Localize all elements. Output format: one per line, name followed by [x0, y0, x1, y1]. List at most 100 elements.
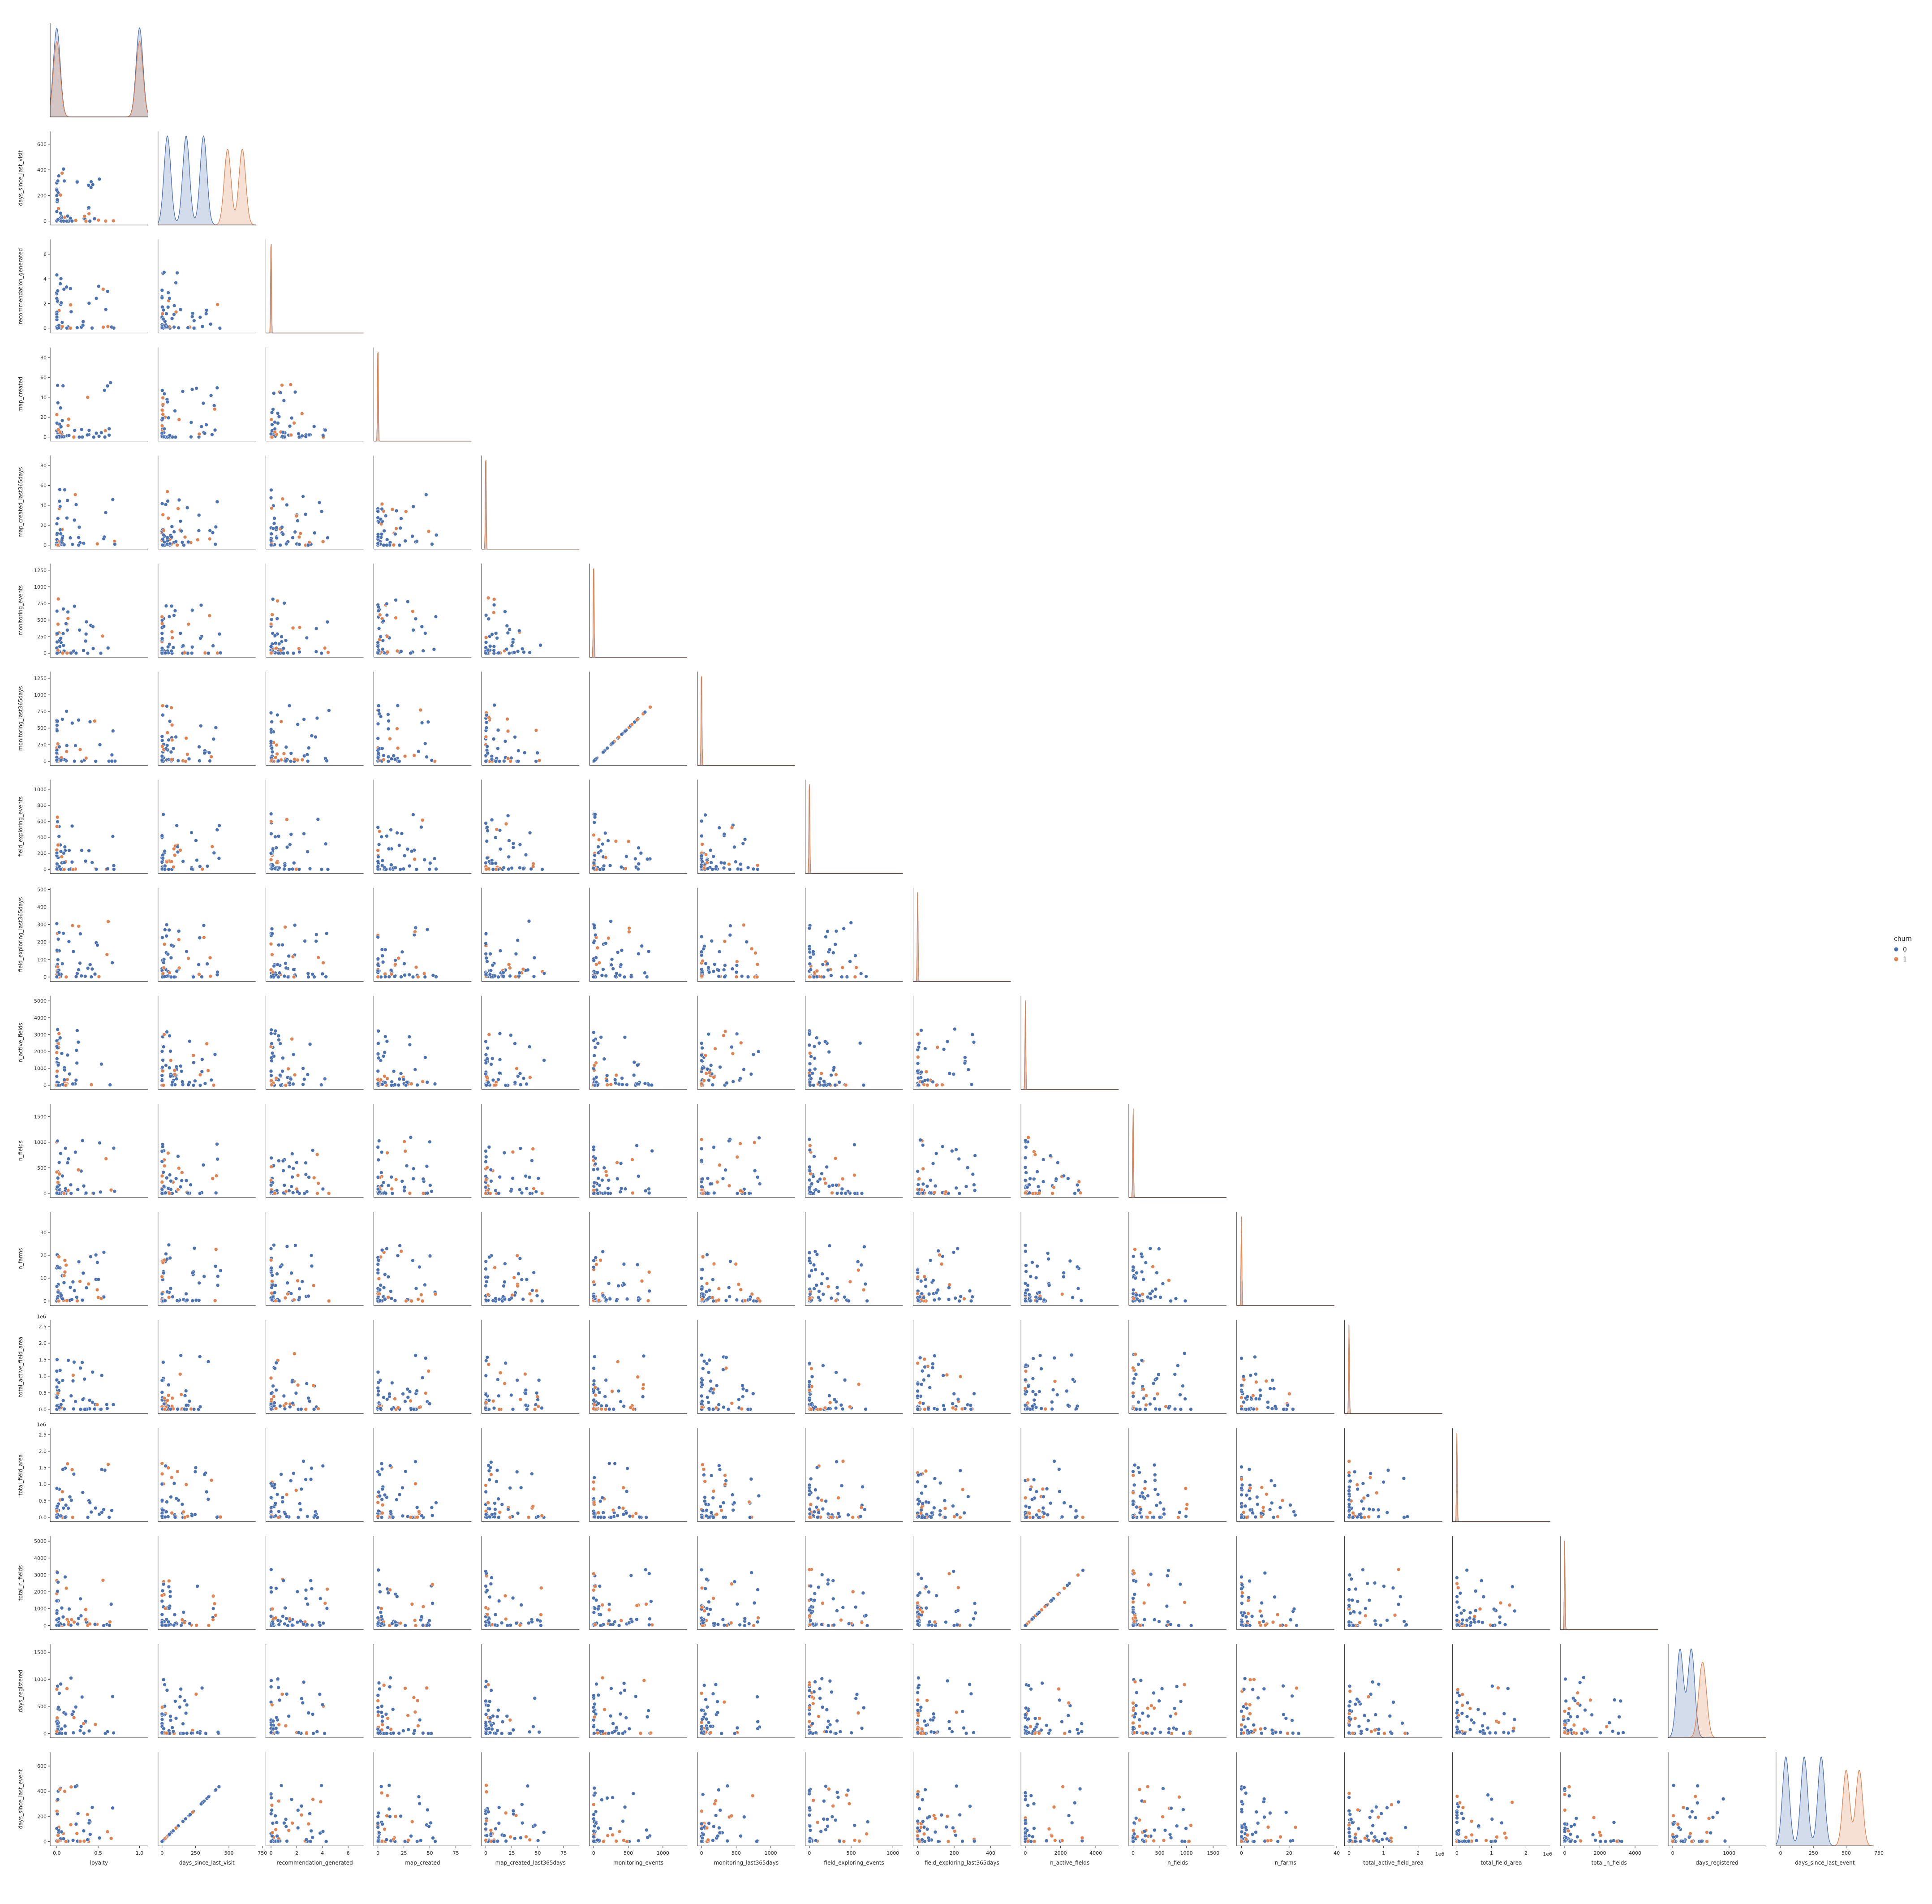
scatter-point [637, 862, 641, 866]
scatter-point [432, 857, 437, 861]
scatter-point [393, 1397, 397, 1401]
scatter-point [484, 646, 488, 650]
scatter-point [77, 543, 81, 547]
scatter-point [99, 1373, 104, 1378]
scatter-point [615, 1177, 620, 1181]
scatter-point [112, 1146, 116, 1150]
scatter-point [808, 1178, 812, 1182]
scatter-point [498, 1371, 503, 1375]
scatter-point [602, 1166, 607, 1170]
scatter-point [377, 829, 382, 834]
scatter-point [925, 1083, 929, 1087]
scatter-point [106, 646, 110, 650]
scatter-point [1068, 1259, 1072, 1263]
scatter-point [401, 1077, 406, 1081]
scatter-point [196, 538, 200, 542]
scatter-point [702, 1078, 706, 1082]
scatter-point [396, 1405, 400, 1410]
scatter-point [702, 866, 706, 870]
scatter-point [59, 276, 63, 281]
scatter-point [73, 1288, 77, 1293]
scatter-point [503, 1361, 508, 1365]
scatter-point [288, 383, 293, 387]
scatter-point [700, 1066, 705, 1070]
scatter-point [325, 620, 330, 624]
scatter-point [62, 861, 66, 865]
scatter-point [164, 746, 168, 751]
scatter-point [829, 974, 833, 978]
scatter-point [423, 975, 427, 979]
scatter-point [392, 754, 396, 758]
y-tick-label: 0.5 [39, 1498, 47, 1504]
scatter-point [190, 1271, 195, 1275]
scatter-point [486, 1292, 490, 1297]
scatter-point [1051, 1387, 1055, 1392]
scatter-point [727, 1139, 731, 1143]
scatter-point [97, 177, 102, 181]
kde-fill-0 [805, 784, 903, 874]
scatter-point [600, 1178, 604, 1182]
scatter-point [277, 943, 281, 947]
scatter-point [396, 1083, 401, 1087]
scatter-point [630, 723, 634, 727]
scatter-point [594, 1156, 598, 1160]
kde-line-1 [1236, 1216, 1334, 1306]
scatter-point [1048, 1154, 1053, 1158]
scatter-point [724, 1298, 728, 1303]
scatter-point [596, 844, 600, 849]
scatter-point [94, 759, 98, 763]
scatter-point [87, 206, 91, 210]
scatter-point [269, 622, 273, 626]
scatter-point [747, 1191, 751, 1196]
scatter-point [718, 1065, 722, 1069]
scatter-point [813, 1067, 817, 1071]
y-tick-label: 750 [37, 709, 47, 715]
scatter-point [208, 759, 212, 763]
scatter-point [714, 1406, 719, 1410]
scatter-point [396, 746, 400, 750]
scatter-point [485, 856, 489, 860]
scatter-point [699, 1041, 704, 1046]
scatter-point [213, 428, 217, 432]
scatter-point [288, 842, 292, 847]
scatter-point [525, 1407, 529, 1411]
scatter-point [489, 969, 493, 973]
scatter-point [1151, 1381, 1156, 1386]
scatter-point [843, 1083, 848, 1087]
scatter-point [484, 640, 488, 645]
scatter-point [280, 1495, 285, 1499]
scatter-point [200, 975, 204, 979]
scatter-point [60, 651, 65, 655]
scatter-point [291, 1190, 295, 1195]
scatter-point [84, 1286, 89, 1290]
scatter-point [376, 825, 380, 830]
scatter-point [187, 757, 191, 761]
scatter-point [738, 1142, 742, 1146]
scatter-point [376, 1029, 380, 1033]
scatter-point [271, 597, 275, 601]
scatter-point [57, 834, 61, 839]
scatter-point [726, 1407, 731, 1412]
scatter-point [1131, 1381, 1135, 1385]
scatter-point [270, 719, 274, 724]
scatter-point [858, 1041, 862, 1045]
scatter-point [1132, 1377, 1136, 1381]
scatter-point [319, 651, 324, 655]
scatter-point [701, 947, 706, 951]
scatter-point [484, 861, 488, 865]
scatter-point [202, 751, 207, 755]
scatter-point [55, 315, 59, 319]
scatter-point [484, 1267, 488, 1271]
scatter-point [64, 1083, 68, 1087]
scatter-point [593, 1162, 598, 1166]
scatter-point [286, 1067, 290, 1071]
scatter-point [165, 704, 169, 708]
scatter-point [163, 1299, 167, 1303]
scatter-point [503, 739, 508, 743]
scatter-point [497, 1297, 501, 1301]
scatter-point [284, 966, 288, 970]
scatter-point [1043, 1407, 1047, 1411]
scatter-point [521, 866, 525, 871]
scatter-point [60, 320, 65, 324]
